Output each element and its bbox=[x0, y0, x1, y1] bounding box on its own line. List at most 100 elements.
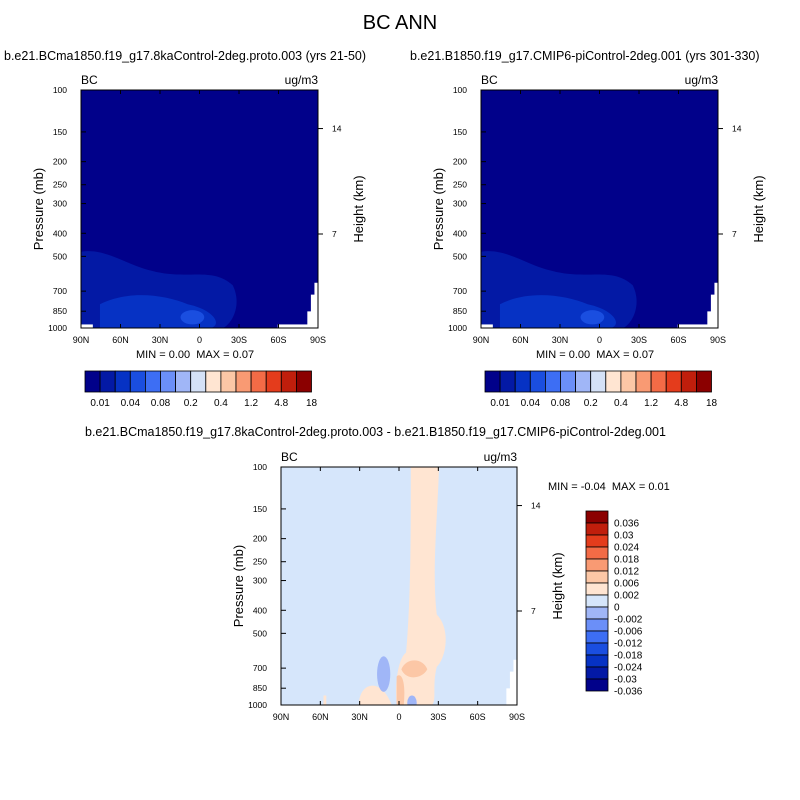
colorbar1-label: 1.2 bbox=[244, 398, 258, 409]
panel3-y2-tick-label: 14 bbox=[531, 501, 541, 511]
panel3-x-tick-label: 90S bbox=[509, 712, 525, 722]
colorbar2-box bbox=[650, 370, 667, 393]
panel3-contour-background bbox=[281, 467, 517, 705]
colorbar3-box bbox=[585, 546, 609, 560]
colorbar1-box bbox=[99, 370, 116, 393]
colorbar1-box bbox=[114, 370, 131, 393]
colorbar1-label: 0.4 bbox=[214, 398, 228, 409]
colorbar1-box bbox=[160, 370, 177, 393]
panel3-x-tick-label: 30N bbox=[351, 712, 368, 722]
colorbar3-label: 0.024 bbox=[614, 543, 639, 554]
colorbar1-box bbox=[235, 370, 252, 393]
panel3-y2-axis-label: Height (km) bbox=[550, 552, 565, 619]
main-title: BC ANN bbox=[362, 12, 438, 34]
panel1-title: b.e21.BCma1850.f19_g17.8kaControl-2deg.p… bbox=[4, 49, 367, 63]
panel1-missing-region bbox=[307, 282, 318, 328]
panel3-contour-positive-surface bbox=[396, 675, 405, 705]
colorbar1-box bbox=[84, 370, 101, 393]
panel1-missing-region-bottom bbox=[277, 324, 309, 328]
colorbar3-label: 0.012 bbox=[614, 567, 639, 578]
colorbar2-label: 0.08 bbox=[551, 398, 571, 409]
panel3-contour-positive-small bbox=[358, 685, 392, 705]
panel2-units-label: ug/m3 bbox=[685, 73, 719, 87]
colorbar3-box bbox=[585, 558, 609, 572]
colorbar2-box bbox=[605, 370, 622, 393]
panel2-title: b.e21.B1850.f19_g17.CMIP6-piControl-2deg… bbox=[410, 49, 760, 63]
panel2-min-label: MIN = bbox=[536, 349, 566, 361]
panel3-contour-positive-speck bbox=[323, 695, 327, 705]
colorbar3-box bbox=[585, 606, 609, 620]
colorbar3-label: 0.002 bbox=[614, 591, 639, 602]
panel1-min-label: MIN = bbox=[136, 349, 166, 361]
panel2-y-tick-label: 850 bbox=[453, 306, 467, 316]
panel3-y-tick-label: 400 bbox=[253, 605, 267, 615]
colorbar1-label: 0.08 bbox=[151, 398, 171, 409]
panel3-x-tick-label: 30S bbox=[430, 712, 446, 722]
colorbar3-box bbox=[585, 666, 609, 680]
panel1-y-tick-label: 100 bbox=[53, 85, 67, 95]
panel2-x-tick-label: 0 bbox=[597, 335, 602, 345]
panel2-max-label: MAX = bbox=[596, 349, 630, 361]
colorbar3-label: -0.012 bbox=[614, 639, 643, 650]
panel1-x-tick-label: 30S bbox=[231, 335, 247, 345]
colorbar3-label: -0.018 bbox=[614, 651, 643, 662]
panel3-max-value: 0.01 bbox=[648, 481, 670, 493]
panel1-y-tick-label: 250 bbox=[53, 180, 67, 190]
panel2-variable-label: BC bbox=[481, 73, 498, 87]
panel1-x-tick-label: 90S bbox=[310, 335, 326, 345]
colorbar3-box bbox=[585, 510, 609, 524]
colorbar2-box bbox=[680, 370, 697, 393]
panel3-y-axis-label: Pressure (mb) bbox=[231, 545, 246, 627]
colorbar1-box bbox=[220, 370, 237, 393]
panel3-y-tick-label: 200 bbox=[253, 534, 267, 544]
panel2-y2-tick-label: 14 bbox=[732, 124, 742, 134]
panel1-y-tick-label: 400 bbox=[53, 228, 67, 238]
colorbar3-label: -0.002 bbox=[614, 615, 643, 626]
colorbar3-box bbox=[585, 654, 609, 668]
panel3-min-value: -0.04 bbox=[580, 481, 606, 493]
panel1-max-label: MAX = bbox=[196, 349, 230, 361]
panel2-y-tick-label: 300 bbox=[453, 199, 467, 209]
colorbar2-label: 0.2 bbox=[584, 398, 598, 409]
panel3-title: b.e21.BCma1850.f19_g17.8kaControl-2deg.p… bbox=[85, 425, 666, 439]
colorbar1-label: 0.04 bbox=[121, 398, 141, 409]
panel2-y-tick-label: 200 bbox=[453, 157, 467, 167]
panel1-min-value: 0.00 bbox=[168, 349, 191, 361]
panel2-missing-region-left bbox=[481, 324, 493, 328]
colorbar2-box bbox=[529, 370, 546, 393]
colorbar2-label: 1.2 bbox=[644, 398, 658, 409]
colorbar2-label: 18 bbox=[706, 398, 718, 409]
panel1-units-label: ug/m3 bbox=[285, 73, 319, 87]
panel3-x-tick-label: 60S bbox=[470, 712, 486, 722]
panel1-x-tick-label: 0 bbox=[197, 335, 202, 345]
panel1-x-tick-label: 60N bbox=[112, 335, 129, 345]
colorbar2-box bbox=[696, 370, 712, 393]
panel3-max-label: MAX = bbox=[611, 481, 646, 493]
colorbar3-label: -0.036 bbox=[614, 687, 643, 698]
panel2-max-value: 0.07 bbox=[632, 349, 655, 361]
panel3-y-tick-label: 850 bbox=[253, 683, 267, 693]
colorbar3-label: -0.006 bbox=[614, 627, 643, 638]
panel3-x-tick-label: 90N bbox=[273, 712, 290, 722]
panel1-variable-label: BC bbox=[81, 73, 98, 87]
panel2-y-tick-label: 100 bbox=[453, 85, 467, 95]
colorbar3-label: -0.024 bbox=[614, 663, 643, 674]
panel1-x-tick-label: 30N bbox=[152, 335, 169, 345]
panel2-x-tick-label: 60S bbox=[670, 335, 686, 345]
colorbar3-label: 0.006 bbox=[614, 579, 639, 590]
panel2-x-tick-label: 30S bbox=[631, 335, 647, 345]
panel2-y-axis-label: Pressure (mb) bbox=[431, 168, 446, 250]
panel3-x-tick-label: 0 bbox=[396, 712, 401, 722]
panel1-y-tick-label: 300 bbox=[53, 199, 67, 209]
panel1-x-tick-label: 60S bbox=[270, 335, 286, 345]
panel2-x-tick-label: 90S bbox=[710, 335, 726, 345]
colorbar2-label: 0.01 bbox=[490, 398, 510, 409]
panel3-field bbox=[281, 467, 517, 705]
colorbar2-box bbox=[514, 370, 531, 393]
colorbar2-box bbox=[484, 370, 501, 393]
colorbar1-label: 0.2 bbox=[184, 398, 198, 409]
colorbar2-label: 0.04 bbox=[521, 398, 541, 409]
panel3-min-label: MIN = bbox=[548, 481, 578, 493]
panel1-max-value: 0.07 bbox=[232, 349, 255, 361]
